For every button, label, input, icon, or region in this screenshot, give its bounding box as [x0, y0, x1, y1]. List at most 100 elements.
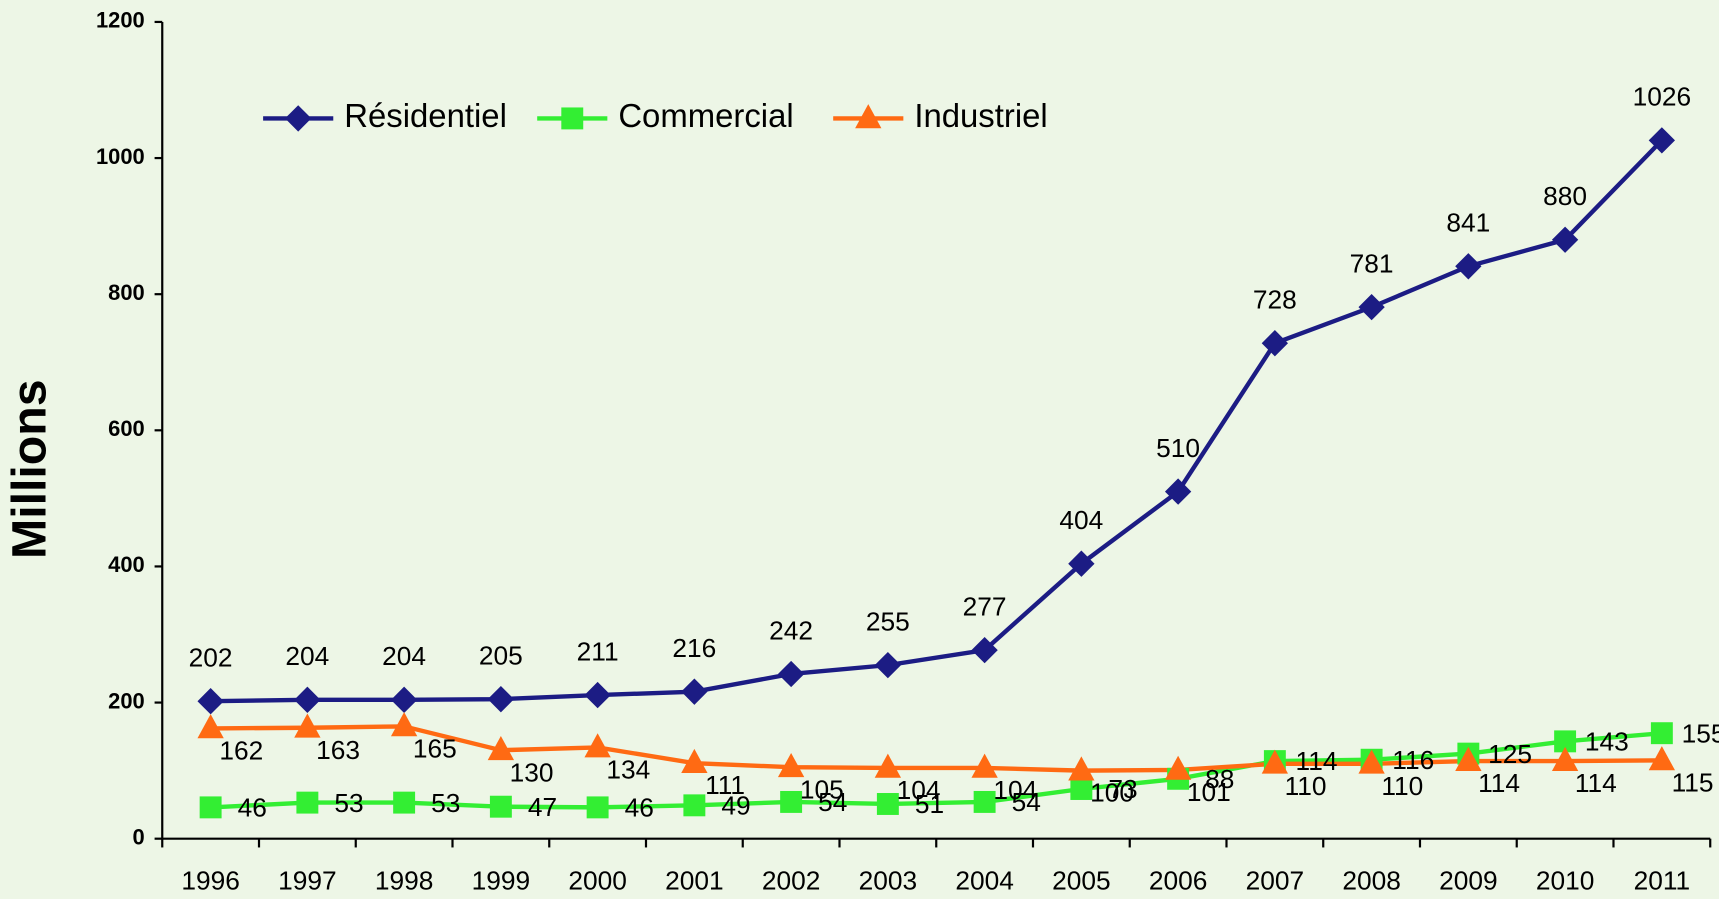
data-point	[681, 748, 708, 774]
legend-marker	[285, 105, 312, 132]
data-label: 130	[510, 757, 554, 787]
data-label: 110	[1285, 771, 1327, 801]
data-point	[489, 795, 512, 818]
data-label: 88	[1205, 764, 1234, 794]
x-tick-label: 2003	[859, 865, 918, 895]
data-label: 211	[577, 636, 619, 666]
x-tick-label: 2007	[1246, 865, 1305, 895]
data-label: 880	[1543, 181, 1587, 211]
data-point	[584, 733, 611, 758]
data-label: 46	[625, 793, 654, 823]
data-label: 155	[1682, 718, 1719, 748]
data-label: 111	[705, 770, 745, 800]
data-label: 54	[818, 787, 847, 817]
x-tick-label: 2001	[665, 865, 724, 895]
x-tick-label: 2010	[1536, 865, 1595, 895]
data-label: 49	[721, 790, 750, 820]
data-point	[487, 735, 515, 761]
data-label: 73	[1108, 774, 1137, 804]
data-point	[683, 794, 706, 817]
data-label: 51	[915, 789, 944, 819]
data-point	[1551, 226, 1579, 253]
data-point	[1261, 749, 1289, 774]
y-axis-label: Millions	[3, 379, 57, 558]
x-tick-label: 2008	[1342, 865, 1401, 895]
x-tick-label: 2002	[762, 865, 821, 895]
y-tick-label: 0	[133, 824, 145, 849]
data-label: 841	[1446, 208, 1490, 238]
data-label: 114	[1296, 746, 1338, 776]
data-point	[1455, 253, 1482, 280]
data-point	[971, 753, 998, 778]
data-label: 510	[1156, 433, 1200, 463]
data-point	[874, 651, 902, 679]
x-tick-label: 2000	[568, 865, 627, 895]
data-label: 404	[1059, 505, 1103, 535]
x-tick-label: 1999	[472, 865, 531, 895]
data-point	[971, 636, 998, 664]
legend-label: Résidentiel	[344, 97, 507, 134]
data-point	[197, 688, 224, 715]
data-point	[874, 753, 902, 778]
data-point	[1070, 778, 1093, 800]
data-label: 728	[1253, 284, 1297, 314]
data-label: 143	[1585, 727, 1629, 757]
data-label: 110	[1381, 771, 1423, 801]
data-point	[1261, 330, 1289, 357]
data-label: 116	[1392, 745, 1434, 775]
series-line	[210, 731, 1663, 810]
y-tick-label: 400	[108, 552, 145, 577]
data-label: 47	[528, 792, 557, 822]
data-label: 242	[769, 615, 813, 645]
data-label: 163	[316, 735, 360, 765]
data-label: 162	[219, 735, 263, 765]
data-label: 115	[1672, 767, 1714, 797]
data-point	[1551, 746, 1579, 771]
data-label: 101	[1187, 777, 1231, 807]
data-point	[390, 712, 418, 737]
data-point	[390, 686, 418, 713]
legend-marker	[855, 104, 882, 129]
data-label: 104	[993, 775, 1037, 805]
data-label: 781	[1350, 248, 1394, 278]
x-tick-label: 1996	[181, 865, 240, 895]
x-tick-label: 2009	[1439, 865, 1498, 895]
y-tick-label: 800	[108, 280, 145, 305]
legend-label: Industriel	[914, 97, 1047, 134]
data-label: 53	[431, 788, 460, 818]
data-point	[780, 790, 803, 813]
data-point	[199, 796, 222, 819]
data-point	[1068, 550, 1095, 577]
data-point	[584, 681, 611, 709]
data-label: 53	[334, 788, 363, 818]
data-label: 104	[897, 775, 941, 805]
data-label: 114	[1478, 768, 1520, 798]
data-point	[296, 791, 319, 814]
data-label: 46	[238, 793, 267, 823]
data-label: 202	[189, 642, 233, 672]
legend-label: Commercial	[618, 97, 793, 134]
y-tick-label: 1200	[96, 8, 145, 33]
data-point	[197, 714, 224, 739]
data-point	[681, 678, 708, 705]
data-point	[876, 793, 899, 815]
data-point	[294, 713, 321, 738]
data-label: 205	[479, 640, 523, 670]
y-tick-label: 200	[108, 688, 145, 713]
data-point	[1358, 293, 1385, 321]
data-point	[1164, 755, 1192, 780]
data-label: 100	[1090, 778, 1134, 808]
data-point	[1455, 746, 1482, 771]
data-label: 255	[866, 606, 910, 636]
data-point	[973, 790, 996, 813]
data-label: 165	[413, 733, 457, 763]
data-point	[393, 791, 416, 814]
data-point	[777, 752, 805, 778]
x-tick-label: 2006	[1149, 865, 1208, 895]
data-point	[1358, 749, 1385, 774]
data-point	[1650, 722, 1673, 745]
x-tick-label: 2004	[955, 865, 1014, 895]
data-point	[294, 686, 321, 713]
data-label: 125	[1488, 739, 1532, 769]
